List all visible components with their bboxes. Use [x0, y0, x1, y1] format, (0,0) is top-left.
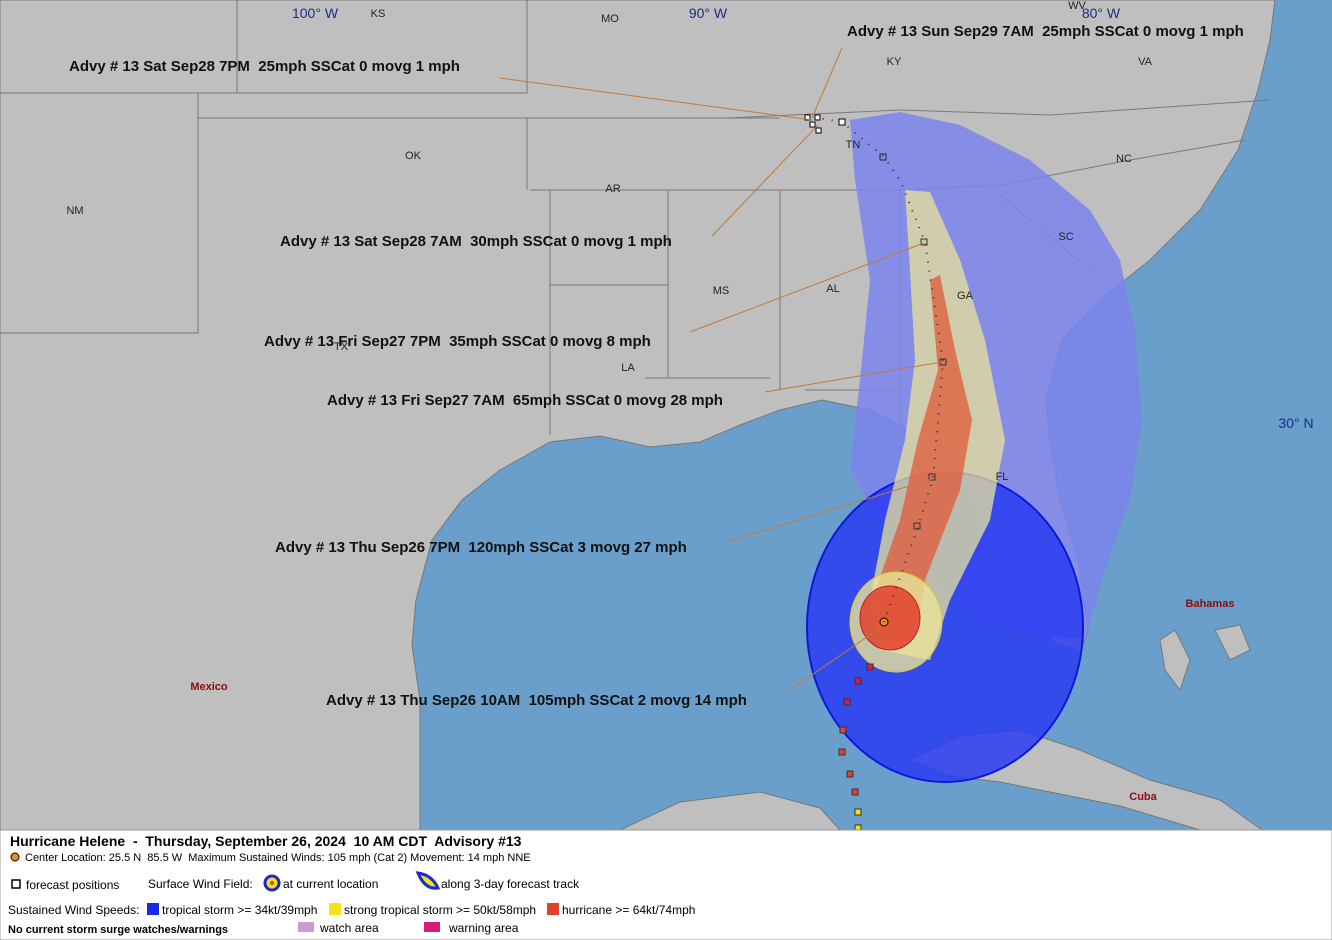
grid-label: 80° W	[1082, 5, 1121, 21]
region-label: MS	[713, 285, 730, 297]
region-label: NC	[1116, 153, 1132, 165]
legend-text: watch area	[319, 921, 379, 935]
region-label: WV	[1068, 0, 1086, 12]
legend-text: hurricane >= 64kt/74mph	[562, 903, 695, 917]
past-track	[838, 663, 874, 831]
advisory-label: Advy # 13 Sat Sep28 7AM 30mph SSCat 0 mo…	[280, 233, 672, 250]
country-label: Cuba	[1129, 791, 1157, 803]
region-label: VA	[1138, 56, 1153, 68]
legend-text: along 3-day forecast track	[441, 877, 580, 891]
region-label: TN	[846, 139, 861, 151]
country-label: Bahamas	[1186, 598, 1235, 610]
legend-text: warning area	[448, 921, 519, 935]
grid-label: 90° W	[689, 5, 728, 21]
region-label: GA	[957, 290, 974, 302]
region-label: AL	[826, 283, 839, 295]
region-label: FL	[996, 471, 1009, 483]
region-label: AR	[605, 183, 620, 195]
bahamas	[1214, 624, 1251, 661]
advisory-label: Advy # 13 Sat Sep28 7PM 25mph SSCat 0 mo…	[69, 58, 460, 75]
legend-title: Hurricane Helene - Thursday, September 2…	[10, 833, 522, 849]
legend-text: at current location	[283, 877, 378, 891]
bahamas	[1159, 629, 1191, 692]
legend: Hurricane Helene - Thursday, September 2…	[0, 829, 1332, 940]
region-label: SC	[1058, 231, 1073, 243]
legend-text: forecast positions	[26, 878, 119, 892]
advisory-label: Advy # 13 Thu Sep26 10AM 105mph SSCat 2 …	[326, 692, 747, 709]
region-label: TX	[334, 341, 349, 353]
advisory-label: Advy # 13 Thu Sep26 7PM 120mph SSCat 3 m…	[275, 539, 687, 556]
leader-lines	[499, 47, 943, 691]
grid-label: 30° N	[1278, 415, 1313, 431]
advisory-label: Advy # 13 Fri Sep27 7PM 35mph SSCat 0 mo…	[264, 333, 651, 350]
advisory-label: Advy # 13 Fri Sep27 7AM 65mph SSCat 0 mo…	[327, 392, 723, 409]
legend-text: Sustained Wind Speeds:	[8, 903, 139, 917]
region-label: KY	[887, 56, 902, 68]
region-label: MO	[601, 13, 619, 25]
region-label: NM	[66, 205, 83, 217]
region-label: OK	[405, 150, 422, 162]
legend-text: Surface Wind Field:	[148, 877, 253, 891]
advisory-label: Advy # 13 Sun Sep29 7AM 25mph SSCat 0 mo…	[847, 23, 1244, 40]
legend-details: Center Location: 25.5 N 85.5 W Maximum S…	[25, 852, 531, 864]
grid-label: 100° W	[292, 5, 339, 21]
hurricane-band	[872, 275, 972, 645]
hurricane-current	[859, 585, 921, 651]
forecast-track	[804, 114, 947, 623]
legend-text: No current storm surge watches/warnings	[8, 924, 228, 936]
region-label: LA	[621, 362, 635, 374]
legend-text: strong tropical storm >= 50kt/58mph	[344, 903, 536, 917]
region-label: KS	[371, 8, 386, 20]
state-borders	[0, 0, 1271, 435]
legend-text: tropical storm >= 34kt/39mph	[162, 903, 317, 917]
country-label: Mexico	[190, 681, 228, 693]
